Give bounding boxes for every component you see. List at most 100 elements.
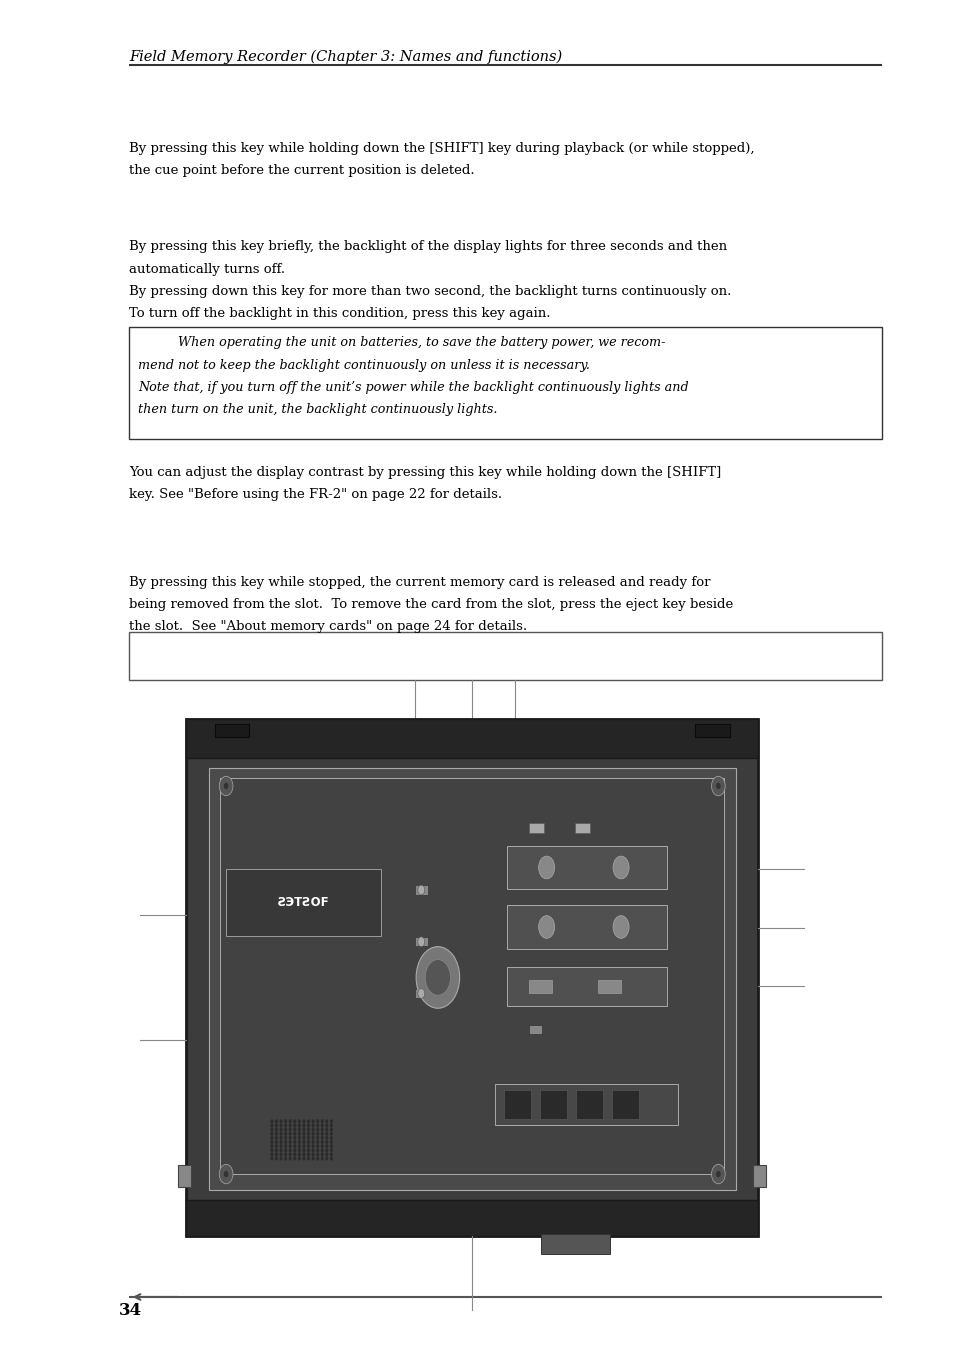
Text: By pressing this key briefly, the backlight of the display lights for three seco: By pressing this key briefly, the backli…: [129, 240, 726, 254]
Bar: [226, 869, 380, 936]
Circle shape: [316, 1119, 318, 1123]
Bar: [178, 1166, 191, 1188]
Bar: [495, 1084, 678, 1125]
Circle shape: [271, 1140, 273, 1144]
Circle shape: [297, 1152, 300, 1156]
Circle shape: [325, 1119, 328, 1123]
Circle shape: [320, 1156, 323, 1161]
Circle shape: [271, 1128, 273, 1132]
Circle shape: [294, 1148, 295, 1152]
Circle shape: [271, 1156, 273, 1161]
Circle shape: [271, 1119, 273, 1123]
Circle shape: [289, 1156, 292, 1161]
Circle shape: [297, 1136, 300, 1140]
Circle shape: [316, 1156, 318, 1161]
Text: Note that, if you turn off the unit’s power while the backlight continuously lig: Note that, if you turn off the unit’s po…: [138, 381, 688, 394]
Circle shape: [302, 1144, 305, 1148]
Circle shape: [274, 1156, 277, 1161]
Circle shape: [613, 857, 628, 880]
Circle shape: [302, 1136, 305, 1140]
Bar: [129, 632, 882, 680]
Circle shape: [320, 1128, 323, 1132]
Circle shape: [312, 1128, 314, 1132]
Circle shape: [307, 1128, 310, 1132]
Circle shape: [330, 1136, 333, 1140]
Circle shape: [330, 1119, 333, 1123]
Circle shape: [294, 1136, 295, 1140]
Circle shape: [417, 885, 424, 894]
Text: 34: 34: [119, 1302, 142, 1320]
Circle shape: [711, 777, 724, 796]
Circle shape: [302, 1132, 305, 1136]
Circle shape: [307, 1152, 310, 1156]
Circle shape: [325, 1152, 328, 1156]
Circle shape: [307, 1136, 310, 1140]
Text: Field Memory Recorder (Chapter 3: Names and functions): Field Memory Recorder (Chapter 3: Names …: [129, 50, 561, 65]
Circle shape: [219, 777, 233, 796]
Circle shape: [284, 1128, 287, 1132]
Circle shape: [330, 1132, 333, 1136]
Circle shape: [325, 1132, 328, 1136]
Circle shape: [316, 1128, 318, 1132]
Circle shape: [416, 947, 459, 1008]
Circle shape: [274, 1132, 277, 1136]
Bar: [415, 938, 427, 947]
Circle shape: [307, 1156, 310, 1161]
Circle shape: [224, 782, 228, 789]
Circle shape: [312, 1119, 314, 1123]
Circle shape: [279, 1140, 282, 1144]
Circle shape: [302, 1119, 305, 1123]
Circle shape: [274, 1148, 277, 1152]
Circle shape: [271, 1132, 273, 1136]
Circle shape: [330, 1148, 333, 1152]
Circle shape: [307, 1119, 310, 1123]
Circle shape: [320, 1124, 323, 1128]
Circle shape: [274, 1144, 277, 1148]
Circle shape: [289, 1124, 292, 1128]
Circle shape: [312, 1152, 314, 1156]
Circle shape: [307, 1140, 310, 1144]
Circle shape: [330, 1152, 333, 1156]
Circle shape: [297, 1144, 300, 1148]
Circle shape: [307, 1132, 310, 1136]
Circle shape: [320, 1144, 323, 1148]
Circle shape: [289, 1140, 292, 1144]
Bar: [695, 724, 729, 736]
Circle shape: [279, 1136, 282, 1140]
Circle shape: [274, 1152, 277, 1156]
Bar: [186, 1200, 758, 1236]
Circle shape: [302, 1152, 305, 1156]
Circle shape: [312, 1124, 314, 1128]
Circle shape: [302, 1156, 305, 1161]
Circle shape: [316, 1152, 318, 1156]
Circle shape: [294, 1132, 295, 1136]
Circle shape: [316, 1124, 318, 1128]
Bar: [186, 719, 758, 1236]
Circle shape: [417, 989, 424, 998]
Circle shape: [294, 1152, 295, 1156]
Bar: [506, 967, 666, 1006]
Circle shape: [294, 1124, 295, 1128]
Bar: [540, 1233, 609, 1254]
Circle shape: [294, 1144, 295, 1148]
Circle shape: [271, 1152, 273, 1156]
Circle shape: [325, 1136, 328, 1140]
Circle shape: [274, 1128, 277, 1132]
Circle shape: [320, 1136, 323, 1140]
Bar: [220, 778, 723, 1174]
Circle shape: [312, 1156, 314, 1161]
Circle shape: [330, 1156, 333, 1161]
Circle shape: [312, 1144, 314, 1148]
Circle shape: [279, 1128, 282, 1132]
Circle shape: [279, 1132, 282, 1136]
Circle shape: [538, 857, 554, 880]
Text: being removed from the slot.  To remove the card from the slot, press the eject : being removed from the slot. To remove t…: [129, 597, 732, 611]
Circle shape: [320, 1132, 323, 1136]
Circle shape: [297, 1128, 300, 1132]
Circle shape: [284, 1152, 287, 1156]
Circle shape: [289, 1148, 292, 1152]
Circle shape: [297, 1156, 300, 1161]
Bar: [415, 885, 427, 894]
Circle shape: [307, 1144, 310, 1148]
Circle shape: [297, 1119, 300, 1123]
